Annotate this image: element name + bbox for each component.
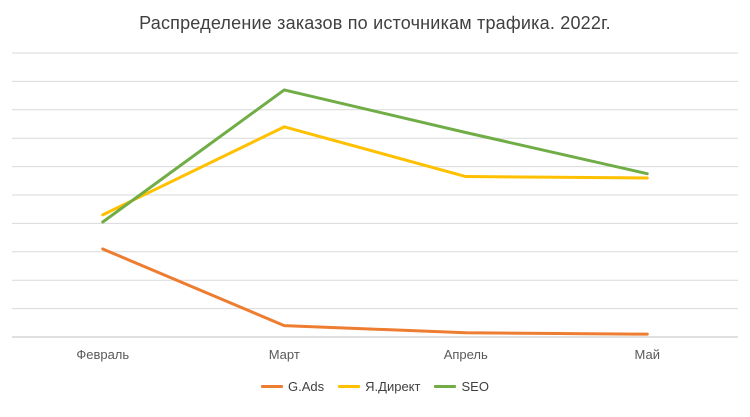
legend-swatch-icon [261,384,284,388]
series-line-SEO [101,88,649,224]
series-line-G.Ads [101,247,649,336]
legend-label: SEO [461,378,489,394]
legend-label: Я.Директ [365,378,421,394]
legend-swatch-icon [338,384,361,388]
legend: G.Ads Я.Директ SEO [0,369,750,403]
legend-label: G.Ads [288,378,325,394]
legend-swatch-icon [434,384,457,388]
chart-title: Распределение заказов по источникам траф… [139,13,611,33]
legend-item-Я.Директ: Я.Директ [338,379,420,394]
x-axis-label: Февраль [76,347,129,362]
legend-item-G.Ads: G.Ads [261,379,324,394]
x-axis-label: Апрель [444,347,488,362]
x-axis-label: Май [635,347,660,362]
series-line-Я.Директ [101,125,649,217]
legend-item-SEO: SEO [434,378,489,394]
line-chart-plot-area: Февраль Март Апрель Май [12,52,738,362]
x-axis-label: Март [269,347,300,362]
